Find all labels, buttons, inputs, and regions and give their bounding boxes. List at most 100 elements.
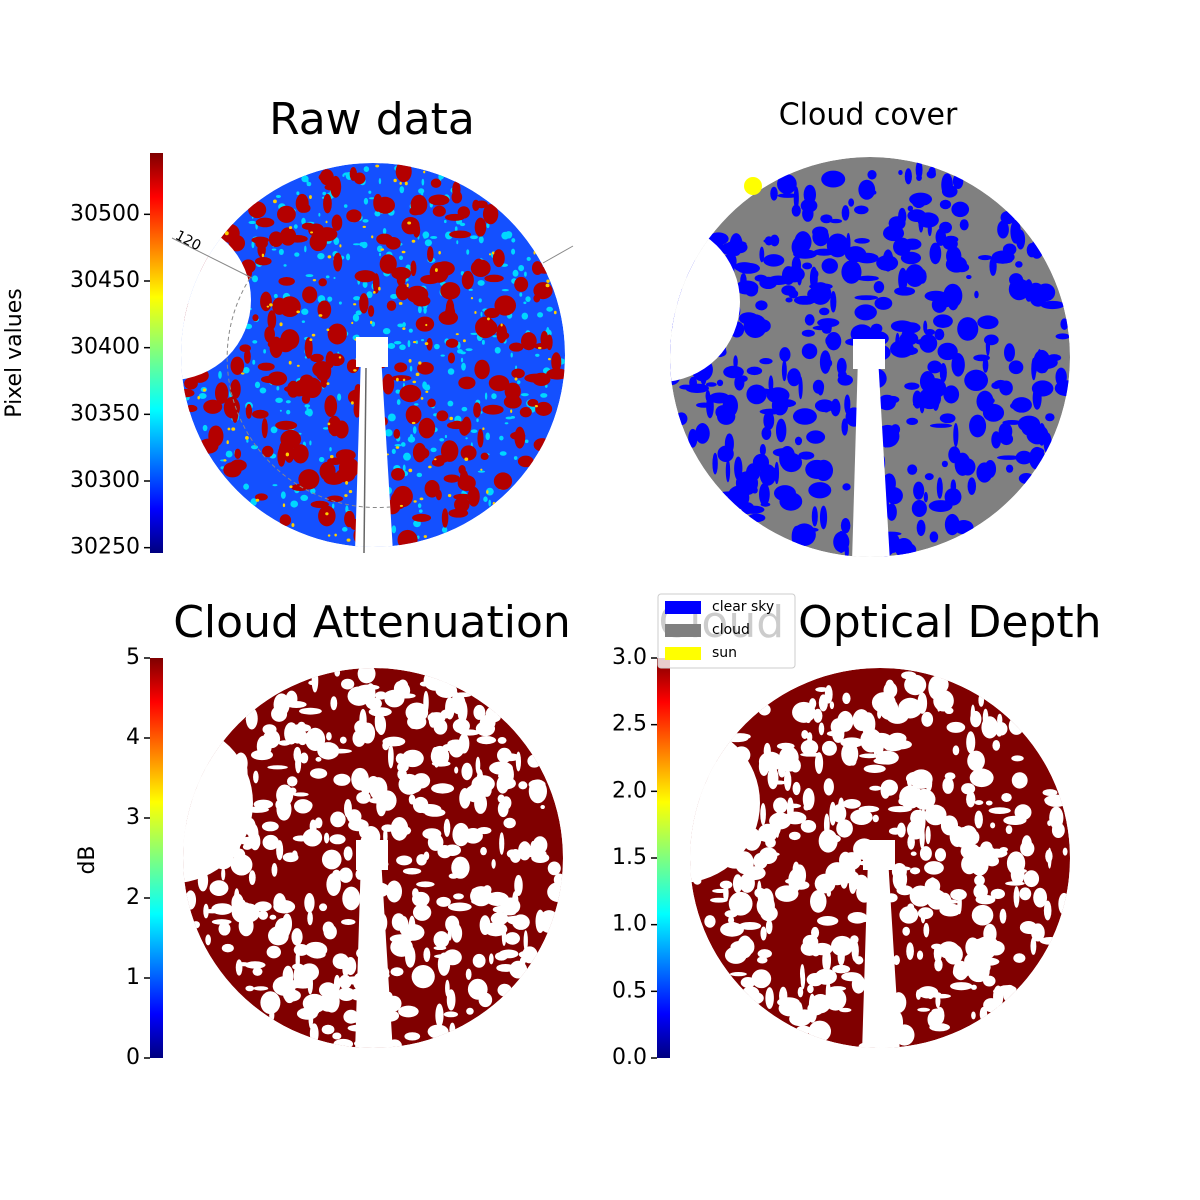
blob: [407, 436, 416, 443]
colorbar-tick-label: 30500: [70, 201, 140, 226]
blob: [431, 783, 455, 794]
blob: [452, 718, 470, 734]
blob: [311, 668, 319, 693]
blob: [253, 986, 269, 991]
blob: [971, 904, 994, 926]
blob: [294, 252, 300, 257]
blob: [936, 477, 943, 499]
blob: [415, 316, 435, 332]
sky-image: [183, 668, 563, 1048]
blob: [352, 243, 361, 246]
blob: [842, 483, 851, 491]
blob: [266, 305, 270, 308]
blob: [709, 392, 730, 404]
blob: [285, 452, 290, 457]
blob: [829, 218, 843, 224]
blob: [528, 779, 546, 790]
blob: [458, 376, 476, 390]
blob: [273, 199, 277, 204]
blob: [417, 503, 422, 509]
blob: [540, 393, 548, 398]
blob: [898, 170, 903, 176]
blob: [311, 333, 316, 337]
blob: [490, 912, 509, 926]
blob: [969, 768, 994, 788]
blob: [804, 314, 815, 326]
blob: [288, 226, 293, 230]
blob: [811, 506, 818, 527]
blob: [813, 248, 835, 256]
blob: [854, 874, 869, 892]
blob: [454, 497, 470, 513]
blob: [779, 347, 791, 362]
blob: [895, 332, 900, 354]
blob: [770, 186, 778, 201]
blob: [867, 169, 877, 180]
blob: [492, 251, 495, 255]
blob: [408, 715, 418, 729]
blob: [301, 320, 306, 324]
blob: [499, 435, 504, 441]
blob: [488, 253, 492, 256]
blob: [416, 535, 420, 539]
blob: [1010, 868, 1027, 874]
blob: [531, 852, 550, 864]
blob: [218, 371, 222, 379]
blob: [417, 361, 434, 375]
blob: [532, 836, 548, 854]
blob: [907, 834, 915, 850]
blob: [418, 361, 422, 365]
blob: [996, 727, 1003, 737]
blob: [480, 311, 483, 317]
panel-title: Cloud Attenuation: [173, 597, 571, 648]
blob: [396, 855, 413, 866]
blob: [936, 690, 942, 712]
blob: [923, 922, 930, 938]
blob: [260, 291, 272, 312]
blob: [695, 423, 710, 444]
blob: [346, 209, 362, 223]
blob: [430, 447, 437, 453]
blob: [907, 903, 915, 913]
blob: [223, 462, 242, 478]
blob: [326, 495, 344, 503]
blob: [841, 418, 849, 436]
blob: [354, 720, 369, 735]
blob: [415, 372, 420, 377]
blob: [352, 313, 360, 322]
blob: [993, 379, 1008, 389]
colorbar-label: Pixel values: [2, 288, 27, 417]
blob: [257, 362, 275, 371]
blob: [298, 469, 320, 490]
blob: [248, 220, 256, 225]
blob: [504, 422, 509, 425]
colorbar: [150, 658, 163, 1058]
blob: [894, 1024, 915, 1046]
blob: [440, 282, 461, 300]
blob: [547, 882, 563, 903]
blob: [393, 428, 401, 439]
blob: [747, 992, 764, 1005]
blob: [953, 827, 976, 848]
blob: [461, 270, 474, 290]
blob: [424, 342, 429, 346]
blob: [410, 194, 428, 215]
blob: [792, 523, 816, 547]
blob: [401, 216, 420, 235]
blob: [242, 366, 250, 374]
blob: [1026, 243, 1038, 258]
colorbar-tick-label: 1.0: [612, 912, 647, 937]
blob: [844, 246, 867, 263]
blob: [454, 226, 458, 232]
blob: [337, 393, 342, 401]
blob: [510, 352, 513, 358]
blob: [946, 246, 962, 266]
blob: [461, 362, 466, 371]
colorbar-tick-label: 3: [126, 805, 140, 830]
blob: [854, 304, 877, 321]
blob: [526, 256, 531, 261]
blob: [263, 349, 266, 354]
blob: [447, 400, 454, 407]
blob: [919, 371, 936, 392]
blob: [787, 368, 801, 387]
